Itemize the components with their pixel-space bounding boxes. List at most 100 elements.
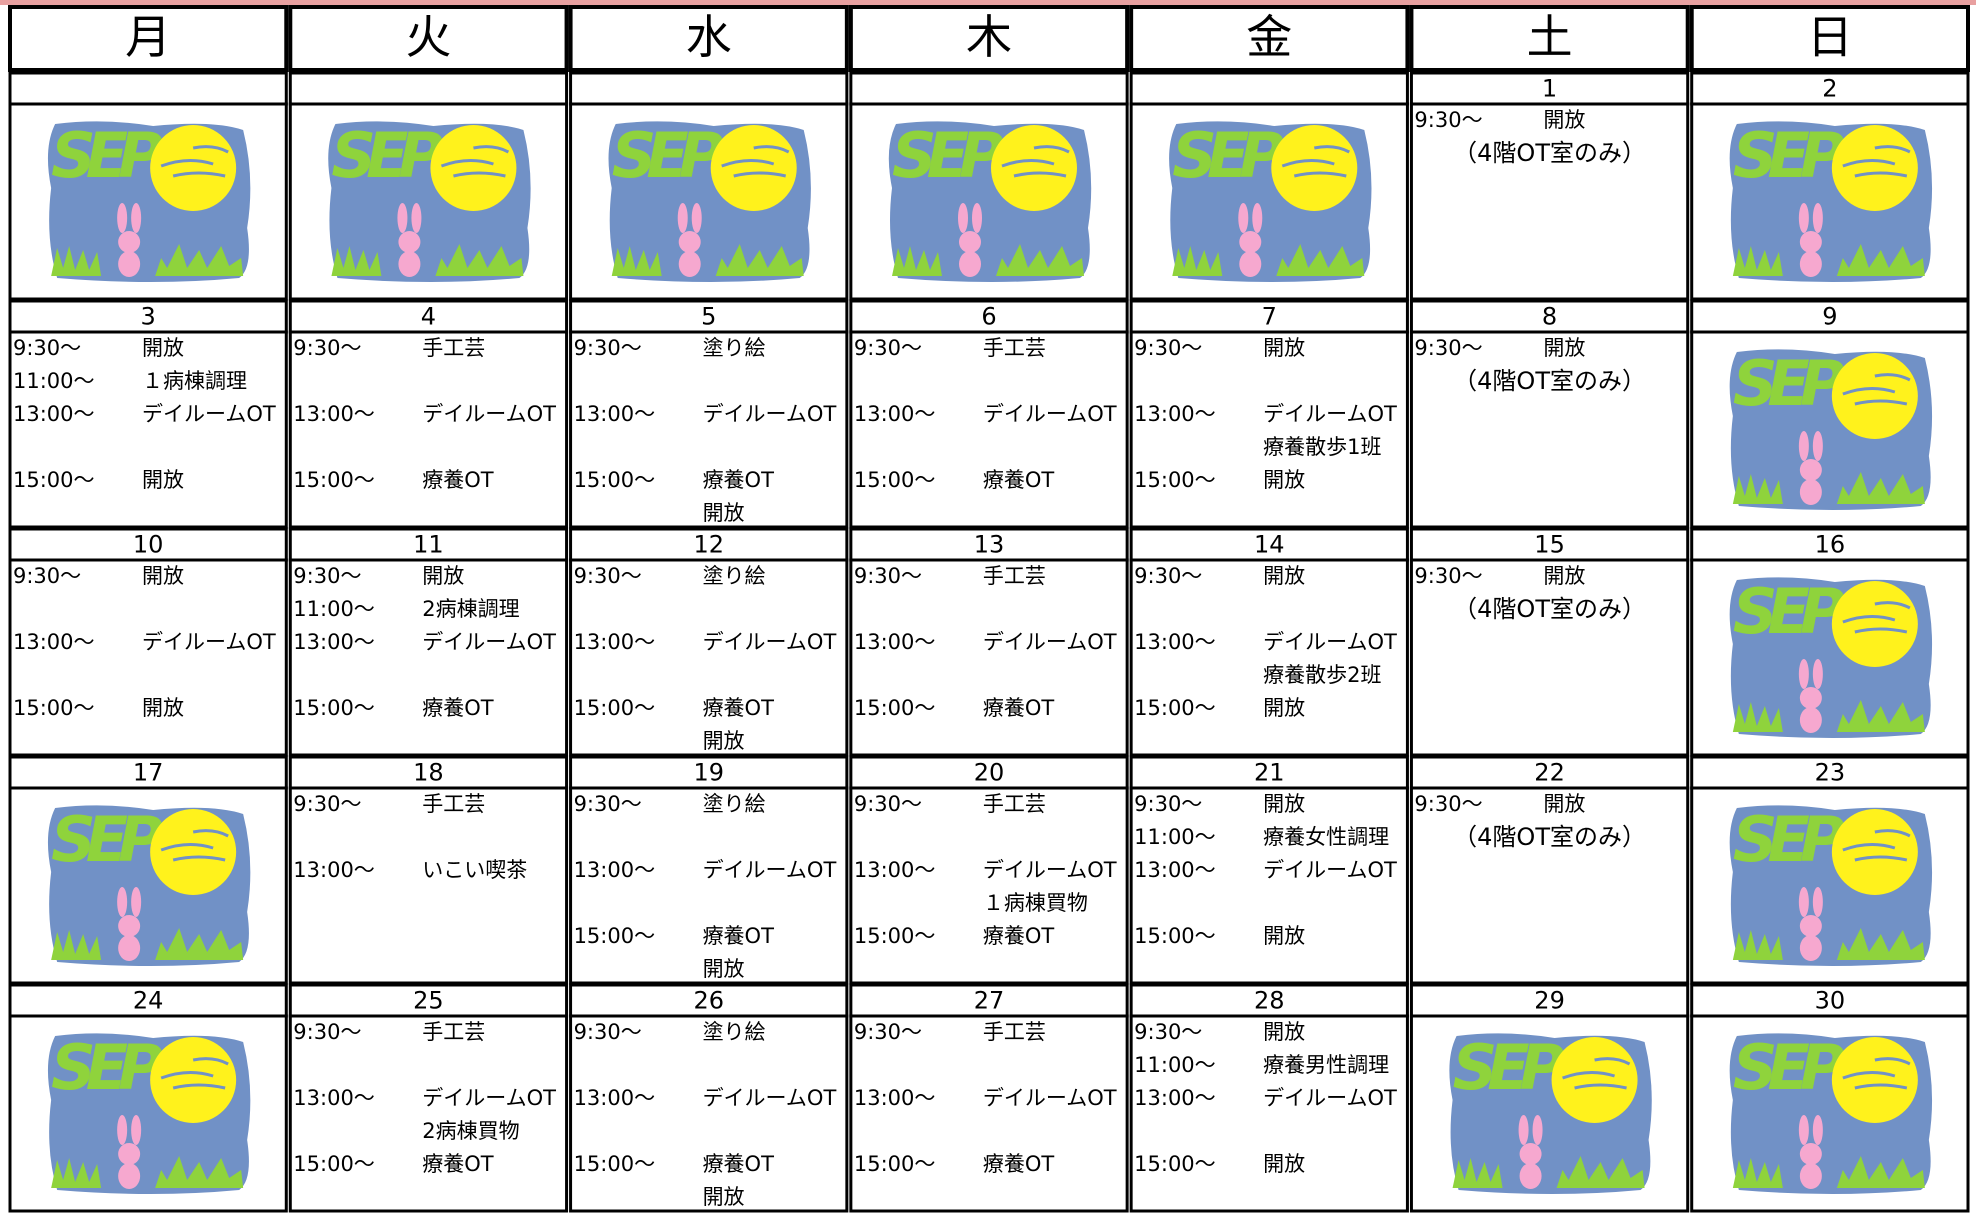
time: 15:00～ [574, 924, 656, 948]
time: 9:30～ [1134, 336, 1202, 360]
grass [715, 244, 804, 276]
date-cell [288, 527, 569, 562]
time: 9:30～ [854, 1020, 922, 1044]
rabbit-ear [691, 203, 702, 233]
rabbit-head [398, 231, 421, 253]
time: 9:30～ [293, 1020, 361, 1044]
time: 9:30～ [574, 792, 642, 816]
illustration: SEP [1729, 119, 1933, 282]
day-cell [1409, 786, 1690, 985]
grass [1732, 474, 1783, 504]
date: 26 [693, 987, 724, 1015]
activity: 療養OT [983, 696, 1055, 720]
rabbit-head [1799, 687, 1822, 709]
day-cell [1409, 102, 1690, 301]
grass [1836, 1156, 1925, 1188]
time: 13:00～ [574, 630, 656, 654]
illustration-text: SEP [1453, 1031, 1565, 1104]
day-cell [8, 558, 288, 757]
moon [710, 125, 797, 211]
note: （4階OT室のみ） [1453, 367, 1646, 395]
illustration-text: SEP [51, 119, 163, 192]
illustration-text: SEP [1172, 119, 1284, 192]
time: 13:00～ [854, 630, 936, 654]
illustration: SEP [888, 119, 1092, 282]
activity: 開放 [1263, 696, 1305, 720]
rabbit-ear [117, 1115, 128, 1145]
grass [1172, 246, 1223, 276]
day-cell [569, 330, 849, 529]
day-cell [849, 558, 1129, 757]
day-cell [288, 1014, 569, 1213]
activity: デイルームOT [703, 1086, 837, 1110]
illustration: SEP [1449, 1031, 1652, 1194]
illustration-text: SEP [1733, 803, 1845, 876]
day-cell [1129, 1014, 1409, 1213]
time: 9:30～ [854, 792, 922, 816]
activity: 開放 [703, 501, 745, 525]
date: 21 [1254, 759, 1285, 787]
date-cell [569, 983, 849, 1018]
rabbit-body [118, 1163, 141, 1189]
cloud-lines [1842, 145, 1911, 178]
rabbit-body [118, 251, 141, 277]
time: 11:00～ [13, 369, 95, 393]
activity: 手工芸 [983, 1020, 1046, 1044]
illustration: SEP [47, 803, 251, 966]
date: 30 [1815, 987, 1846, 1015]
cloud-lines [1842, 1057, 1911, 1090]
grass [51, 246, 102, 276]
illustration-text: SEP [1733, 575, 1845, 648]
activity: 開放 [703, 729, 745, 753]
illustration-text: SEP [892, 119, 1004, 192]
day-cell [1129, 330, 1409, 529]
rabbit-head [1799, 915, 1822, 937]
rabbit-ear [117, 887, 128, 917]
rabbit-ear [397, 203, 408, 233]
activity: 療養女性調理 [1263, 825, 1389, 849]
time: 13:00～ [293, 402, 375, 426]
date-cell [288, 299, 569, 334]
time: 13:00～ [1134, 1086, 1216, 1110]
date-cell [1690, 527, 1970, 562]
time: 15:00～ [574, 1152, 656, 1176]
weekday: 火 [405, 10, 451, 64]
activity: 開放 [703, 957, 745, 981]
rabbit-ear [1798, 659, 1809, 689]
day-cell [569, 1014, 849, 1213]
activity: 開放 [703, 1185, 745, 1209]
activity: 療養OT [703, 468, 775, 492]
rabbit-ear [972, 203, 982, 233]
time: 9:30～ [1414, 108, 1482, 132]
moon [1831, 353, 1918, 439]
weekday-cell [288, 5, 569, 72]
rabbit-ear [1812, 887, 1823, 917]
activity: 開放 [1263, 336, 1305, 360]
rabbit-ear [1532, 1115, 1543, 1145]
time: 15:00～ [293, 696, 375, 720]
rabbit-head [118, 231, 141, 253]
date: 9 [1822, 303, 1837, 331]
date: 2 [1822, 75, 1837, 103]
rabbit-head [678, 231, 701, 253]
rabbit-ear [1518, 1115, 1529, 1145]
time: 13:00～ [293, 1086, 375, 1110]
time: 9:30～ [574, 336, 642, 360]
weekday: 水 [686, 10, 732, 64]
date: 12 [693, 531, 724, 559]
cloud-lines [160, 829, 229, 862]
moon [1831, 125, 1918, 211]
rabbit-ear [1812, 203, 1823, 233]
date: 10 [133, 531, 164, 559]
illustration-text: SEP [1733, 347, 1845, 420]
illustration: SEP [328, 119, 531, 282]
rabbit-ear [131, 203, 142, 233]
date: 1 [1542, 75, 1557, 103]
date-cell [849, 983, 1129, 1018]
weekday: 木 [966, 10, 1012, 64]
note: （4階OT室のみ） [1453, 595, 1646, 623]
rabbit-body [1799, 251, 1822, 277]
activity: １病棟買物 [983, 891, 1088, 915]
activity: 療養散歩2班 [1263, 663, 1381, 687]
grass [996, 244, 1084, 276]
